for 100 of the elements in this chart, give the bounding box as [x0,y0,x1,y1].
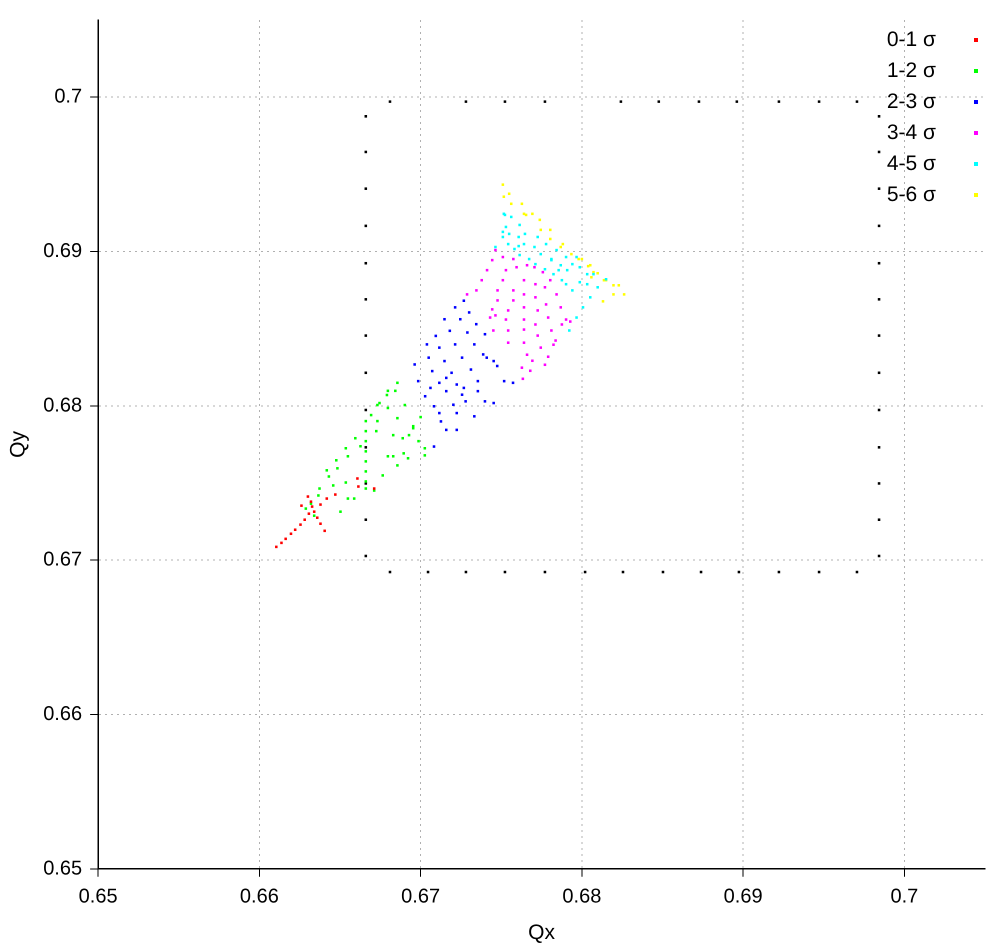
point [554,339,557,342]
x-tick-label: 0.65 [78,885,118,908]
point [280,542,283,544]
point [460,393,464,396]
point [319,522,322,525]
point [310,505,314,508]
point [502,380,506,382]
point [438,382,441,384]
point [818,100,820,103]
point [496,299,499,302]
point [544,286,546,289]
point [438,412,441,414]
point [502,230,504,234]
point [596,272,599,275]
x-tick-label: 0.68 [562,885,602,908]
point [427,356,430,359]
point [394,390,397,392]
point [539,346,542,349]
point [533,246,536,248]
point [416,380,420,382]
point [531,212,534,216]
point [492,402,495,404]
point [520,366,524,369]
point [364,446,368,449]
point [443,318,446,321]
point [470,368,472,371]
point [306,495,310,498]
point [570,252,573,256]
point [700,570,702,574]
point [856,100,858,103]
point [364,224,368,228]
point [408,434,410,436]
point [419,416,422,418]
point [544,570,546,574]
point [429,386,432,390]
point [512,258,515,260]
point [559,246,562,248]
point [443,360,446,362]
point [522,341,526,344]
point [878,187,880,190]
point [364,430,368,432]
point [386,455,390,458]
point [303,518,306,521]
point [878,262,880,264]
point [588,296,592,299]
point [618,284,620,287]
point [502,195,506,198]
point [386,394,388,396]
point [364,115,368,118]
point [529,370,532,372]
point [364,518,368,521]
point [508,192,510,196]
point [504,318,508,321]
legend-label: 5-6 σ [886,182,936,206]
point [662,570,664,574]
point [562,242,564,246]
point [508,232,510,236]
point [513,248,516,250]
point [496,289,499,292]
x-tick-label: 0.7 [890,885,918,908]
point [512,289,515,292]
point [504,100,506,103]
point [736,100,738,103]
point [698,100,700,103]
point [464,570,468,574]
point [455,428,458,432]
point [517,244,520,248]
point [376,404,379,406]
point [381,474,384,477]
point [534,296,537,299]
point [432,445,436,448]
point [494,248,497,252]
point [552,272,555,276]
point [356,477,359,480]
point [364,298,368,301]
point [462,386,466,390]
x-tick-label: 0.69 [724,885,763,908]
point [406,457,410,460]
point [448,330,452,332]
point [402,452,405,455]
point [504,226,508,228]
legend-label: 0-1 σ [886,28,936,51]
point [568,329,571,332]
point [568,320,572,323]
y-tick-label: 0.68 [43,394,82,416]
point [544,100,546,103]
point [392,455,394,458]
point [438,346,441,349]
point [466,331,469,334]
point [522,293,526,296]
point [388,100,392,103]
point [316,516,319,519]
point [396,416,399,420]
point [284,538,287,540]
point [473,415,476,418]
point [522,212,526,216]
point [396,464,399,467]
point [364,487,368,490]
y-axis-title: Qy [6,430,30,458]
point [401,436,404,440]
